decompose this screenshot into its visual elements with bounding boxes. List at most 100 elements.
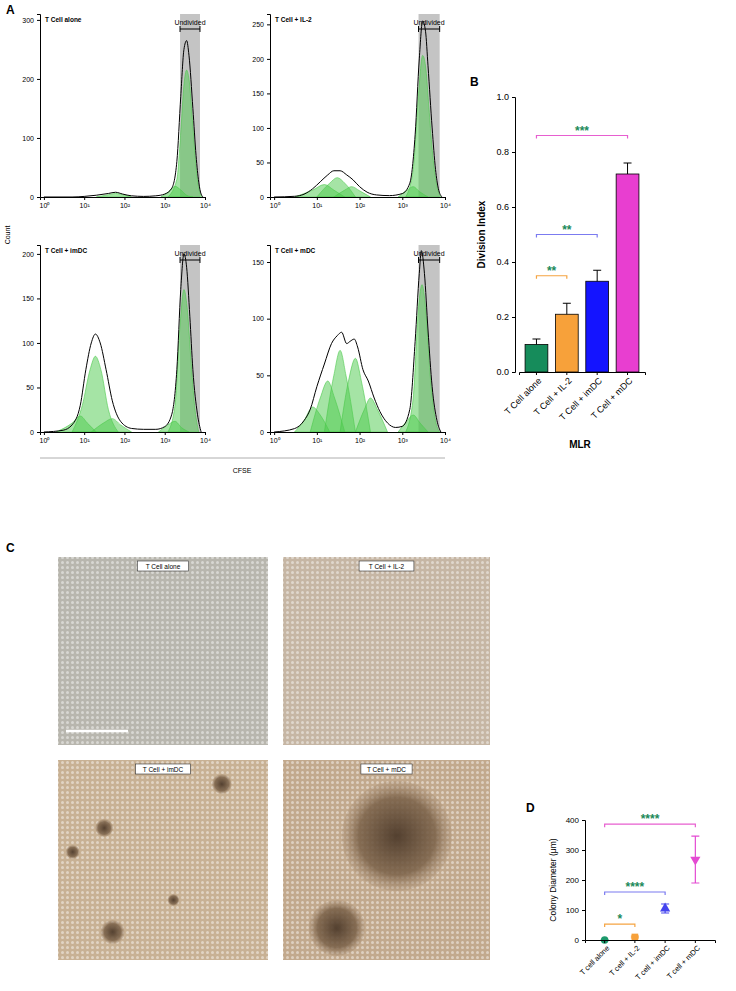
- image-background: [58, 557, 268, 745]
- tick-mark: [512, 207, 515, 208]
- tick-label: 10⁰: [40, 202, 51, 209]
- fit-area: [398, 187, 428, 197]
- micrograph: T Cell + IL-2: [283, 557, 490, 745]
- tick-label: 50: [256, 372, 264, 379]
- tick-mark: [267, 24, 270, 25]
- tick: 10¹: [80, 432, 91, 444]
- tick-label: 200: [22, 251, 34, 258]
- tick-label: 0: [260, 194, 264, 201]
- axis-line: [37, 15, 41, 198]
- tick-label: 0.8: [496, 147, 509, 157]
- tick-label: 250: [252, 21, 264, 28]
- tick-label: 10¹: [80, 437, 91, 444]
- tick-mark: [44, 432, 45, 435]
- tick-mark: [317, 432, 318, 435]
- histogram-line: [44, 41, 203, 197]
- significance-label: ****: [641, 812, 660, 826]
- tick: 0: [260, 429, 270, 436]
- tick-label: 0: [30, 429, 34, 436]
- tick-label: 50: [256, 159, 264, 166]
- tick-label: 0: [575, 936, 580, 945]
- gate-bracket: [180, 26, 200, 32]
- tick-mark: [267, 375, 270, 376]
- tick: 0: [260, 194, 270, 201]
- gate-label: Undivided: [174, 250, 205, 257]
- tick: 10¹: [80, 197, 91, 209]
- tick-mark: [37, 432, 40, 433]
- tick: 0.8: [496, 147, 515, 157]
- tick-mark: [317, 197, 318, 200]
- axis-line: [582, 821, 586, 941]
- tick-label: 10⁴: [440, 202, 451, 209]
- significance: **: [536, 264, 566, 279]
- tick-mark: [267, 59, 270, 60]
- plot-area: [525, 163, 639, 372]
- image-title: T Cell alone: [146, 563, 181, 570]
- tick-label: 200: [566, 876, 580, 885]
- tick-label: 100: [566, 906, 580, 915]
- tick: 200: [566, 876, 585, 885]
- axis-line: [271, 198, 446, 201]
- tick: 10³: [160, 197, 171, 209]
- tick-mark: [274, 197, 275, 200]
- tick: 0.2: [496, 312, 515, 322]
- y-axis: 0100200300400: [566, 816, 586, 945]
- significance: ***: [536, 124, 627, 139]
- panel-label: C: [6, 541, 15, 555]
- tick: 10¹: [312, 197, 323, 209]
- error-bar: [563, 303, 571, 314]
- panel-label: A: [6, 3, 15, 17]
- tick-label: 200: [252, 56, 264, 63]
- tick-mark: [695, 940, 696, 943]
- chart-title: T Cell + IL-2: [275, 16, 312, 23]
- image-title: T Cell + IL-2: [369, 563, 405, 570]
- tick: 10⁰: [40, 197, 51, 209]
- tick: 10³: [398, 432, 409, 444]
- y-axis: 050100150: [252, 246, 270, 436]
- tick: 0.0: [496, 367, 515, 377]
- x-axis: 10⁰10¹10²10³10⁴: [40, 197, 211, 209]
- gate-label: Undivided: [414, 19, 445, 26]
- tick: 200: [252, 56, 270, 63]
- x-axis: 10⁰10¹10²10³10⁴: [270, 197, 451, 209]
- tick: 150: [22, 295, 40, 302]
- tick-mark: [582, 910, 585, 911]
- panel-label: D: [526, 801, 535, 815]
- marker: [660, 903, 670, 912]
- significance: ****: [605, 880, 665, 895]
- cell-texture: [58, 557, 268, 745]
- tick: T cell + mDC: [665, 940, 702, 981]
- colony: [309, 900, 365, 956]
- colony: [101, 920, 125, 944]
- gate-bracket: [180, 257, 200, 263]
- plot-area: [274, 14, 442, 197]
- tick: 50: [26, 384, 40, 391]
- marker: [632, 934, 639, 941]
- x-axis-title: MLR: [569, 439, 591, 450]
- axis-line: [41, 433, 206, 436]
- tick-mark: [37, 387, 40, 388]
- tick-label: T cell alone: [578, 944, 611, 977]
- tick-mark: [566, 372, 567, 375]
- tick-label: 150: [252, 259, 264, 266]
- tick-label: T Cell + mDC: [589, 375, 635, 421]
- tick: 100: [252, 125, 270, 132]
- tick-mark: [402, 197, 403, 200]
- tick: 10²: [355, 197, 366, 209]
- plot-area: [274, 245, 441, 432]
- x-axis-title: CFSE: [233, 467, 252, 474]
- tick-mark: [582, 940, 585, 941]
- tick: 150: [252, 90, 270, 97]
- x-axis: T cell aloneT cell + IL-2T cell + imDCT …: [578, 940, 716, 982]
- y-axis: 0 50 100 150 200 250: [252, 15, 270, 201]
- tick-label: 10⁰: [270, 202, 281, 209]
- tick-label: 10²: [120, 437, 131, 444]
- tick: 300: [566, 846, 585, 855]
- fit-area: [158, 421, 188, 432]
- image-title-box: [137, 561, 188, 571]
- tick-mark: [205, 197, 206, 200]
- y-axis-title: Division Index: [476, 200, 487, 268]
- tick-mark: [124, 197, 125, 200]
- tick: 10¹: [312, 432, 323, 444]
- histogram-line: [274, 251, 441, 432]
